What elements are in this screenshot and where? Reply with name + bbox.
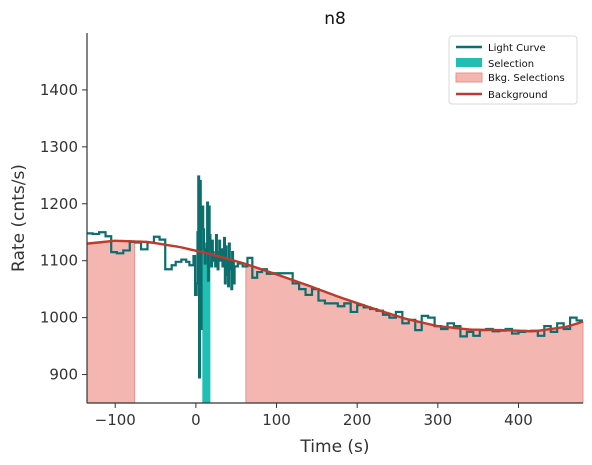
ticks: −100 0 100 200 300 400 900 1000 1100 1200 1300 1400: [40, 81, 533, 429]
legend: Light Curve Selection Bkg. Selections Ba…: [448, 35, 578, 105]
x-tick-label: −100: [95, 411, 136, 429]
legend-label-selection: Selection: [488, 59, 534, 70]
light-curve-layer: [87, 175, 583, 379]
y-tick-label: 1100: [40, 252, 78, 270]
bkg-selection-region-1: [86, 240, 136, 404]
x-tick-label: 100: [262, 411, 291, 429]
bkg-selection-region-2: [245, 263, 584, 404]
legend-box: [448, 35, 578, 105]
y-axis-label: Rate (cnts/s): [9, 164, 29, 272]
y-tick-label: 1000: [40, 309, 78, 327]
legend-swatch-bkg-selections: [455, 72, 483, 83]
x-axis-label: Time (s): [299, 437, 369, 457]
legend-label-background: Background: [488, 90, 548, 101]
y-tick-label: 1200: [40, 195, 78, 213]
y-tick-label: 1300: [40, 138, 78, 156]
background-model-layer: [86, 239, 584, 333]
y-tick-label: 1400: [40, 81, 78, 99]
legend-swatch-selection: [456, 58, 482, 67]
axes: [86, 33, 583, 404]
background-model-line: [86, 239, 584, 333]
light-curve-line: [87, 175, 583, 379]
x-tick-label: 200: [343, 411, 372, 429]
bkg-selections-layer: [86, 240, 584, 404]
x-tick-label: 0: [191, 411, 201, 429]
x-tick-label: 300: [424, 411, 453, 429]
x-tick-label: 400: [504, 411, 533, 429]
legend-label-light-curve: Light Curve: [488, 43, 546, 54]
chart-title: n8: [324, 9, 346, 29]
legend-label-bkg-selections: Bkg. Selections: [488, 73, 565, 84]
y-tick-label: 900: [49, 366, 78, 384]
